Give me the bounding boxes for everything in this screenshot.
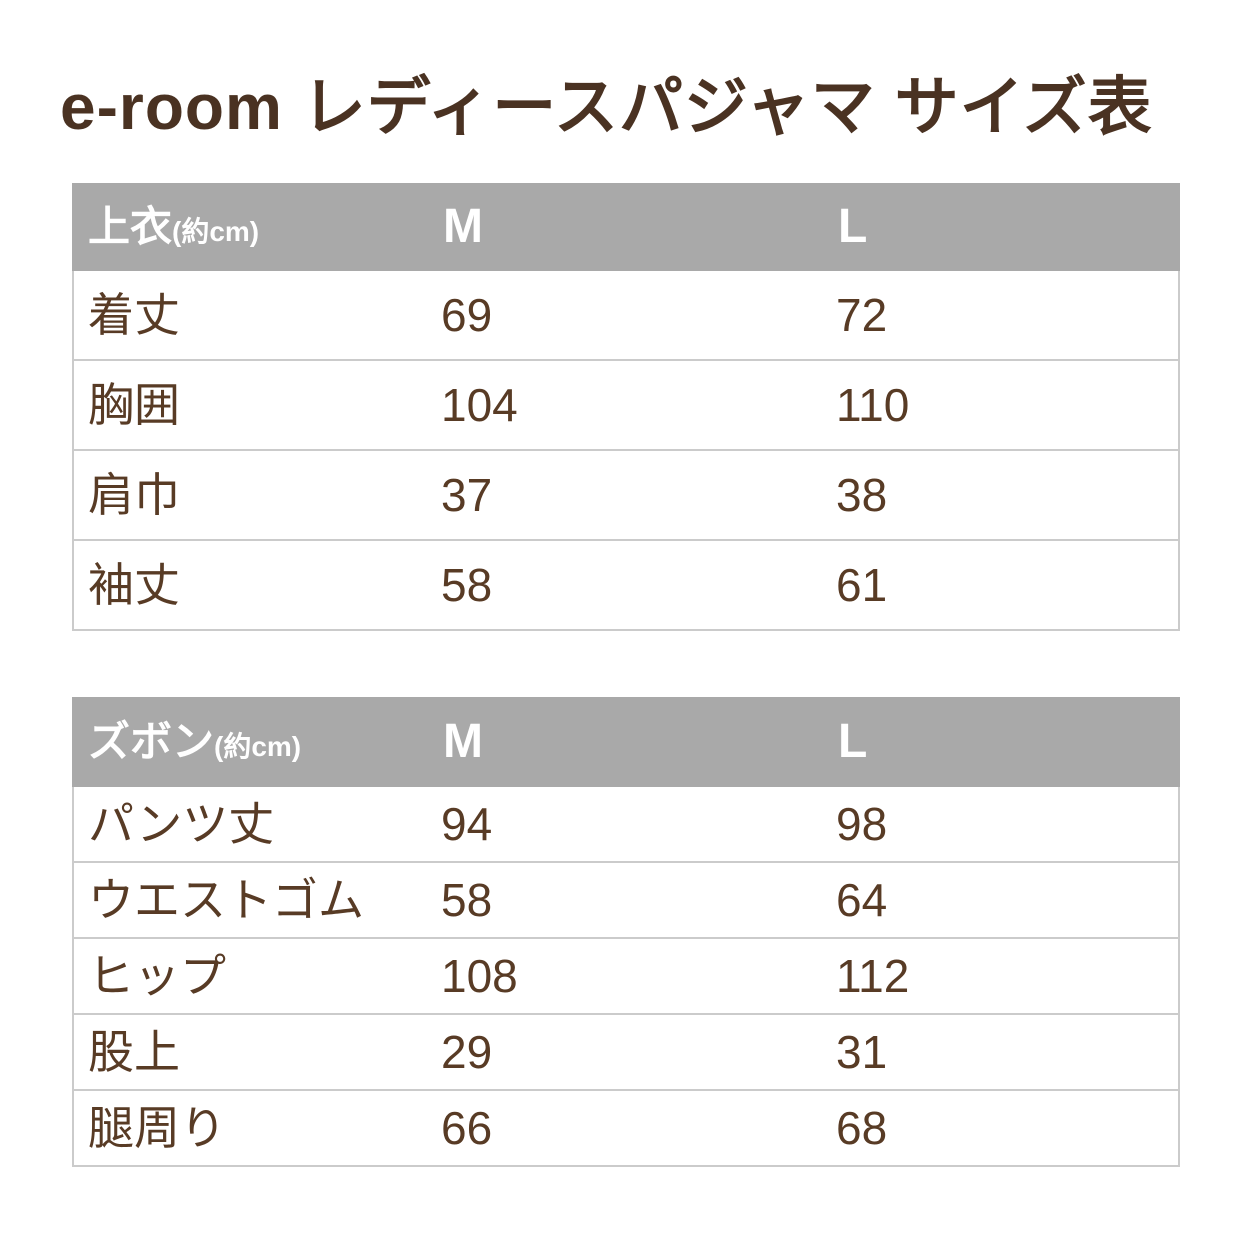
row-label: 腿周り xyxy=(88,1102,226,1154)
row-value-l: 110 xyxy=(836,379,910,431)
table-row-mataue: 股上 29 31 xyxy=(74,1015,1178,1091)
table-row-sodetake: 袖丈 58 61 xyxy=(74,541,1178,631)
table-row-kitake: 着丈 69 72 xyxy=(74,271,1178,361)
row-label: 着丈 xyxy=(88,289,180,341)
pants-header-col-l: L xyxy=(838,715,868,768)
row-value-l: 61 xyxy=(836,559,888,611)
tops-table-header: 上衣 (約cm) M L xyxy=(72,183,1180,271)
tops-size-table: 上衣 (約cm) M L 着丈 69 72 胸囲 104 110 肩巾 37 3… xyxy=(72,183,1180,631)
row-label: 股上 xyxy=(88,1026,180,1078)
pants-header-label-cell: ズボン (約cm) xyxy=(72,721,427,763)
tops-header-col-m: M xyxy=(443,200,483,253)
row-value-l: 112 xyxy=(836,950,910,1002)
row-value-l: 31 xyxy=(836,1026,888,1078)
pants-header-col-m: M xyxy=(443,715,483,768)
row-value-l: 64 xyxy=(836,874,888,926)
pants-header-label: ズボン xyxy=(88,718,215,765)
tops-header-label: 上衣 xyxy=(88,203,173,250)
row-label: 袖丈 xyxy=(88,559,180,611)
row-value-m: 58 xyxy=(441,559,493,611)
pants-header-unit: (約cm) xyxy=(214,731,302,762)
row-value-m: 69 xyxy=(441,289,493,341)
row-value-l: 72 xyxy=(836,289,888,341)
tops-header-label-cell: 上衣 (約cm) xyxy=(72,206,427,248)
row-label: パンツ丈 xyxy=(88,798,275,850)
row-value-m: 66 xyxy=(441,1102,493,1154)
pants-table-header: ズボン (約cm) M L xyxy=(72,697,1180,787)
row-label: ヒップ xyxy=(88,950,226,1002)
table-row-hip: ヒップ 108 112 xyxy=(74,939,1178,1015)
table-row-katahaba: 肩巾 37 38 xyxy=(74,451,1178,541)
pants-table-body: パンツ丈 94 98 ウエストゴム 58 64 ヒップ 108 112 股上 2… xyxy=(72,787,1180,1167)
row-label: 胸囲 xyxy=(88,379,180,431)
table-row-waistgom: ウエストゴム 58 64 xyxy=(74,863,1178,939)
row-value-m: 94 xyxy=(441,798,493,850)
row-value-m: 108 xyxy=(441,950,518,1002)
row-value-l: 38 xyxy=(836,469,888,521)
row-value-l: 98 xyxy=(836,798,888,850)
table-row-kyoi: 胸囲 104 110 xyxy=(74,361,1178,451)
tops-table-body: 着丈 69 72 胸囲 104 110 肩巾 37 38 袖丈 58 61 xyxy=(72,271,1180,631)
row-value-m: 104 xyxy=(441,379,518,431)
row-value-m: 37 xyxy=(441,469,493,521)
row-value-m: 58 xyxy=(441,874,493,926)
table-row-pantsutake: パンツ丈 94 98 xyxy=(74,787,1178,863)
row-label: ウエストゴム xyxy=(88,874,364,926)
page-title: e-room レディースパジャマ サイズ表 xyxy=(60,71,1153,143)
tops-header-unit: (約cm) xyxy=(172,216,260,247)
row-value-m: 29 xyxy=(441,1026,493,1078)
row-label: 肩巾 xyxy=(88,469,180,521)
table-row-momomawari: 腿周り 66 68 xyxy=(74,1091,1178,1167)
pants-size-table: ズボン (約cm) M L パンツ丈 94 98 ウエストゴム 58 64 ヒッ… xyxy=(72,697,1180,1167)
tops-header-col-l: L xyxy=(838,200,868,253)
row-value-l: 68 xyxy=(836,1102,888,1154)
